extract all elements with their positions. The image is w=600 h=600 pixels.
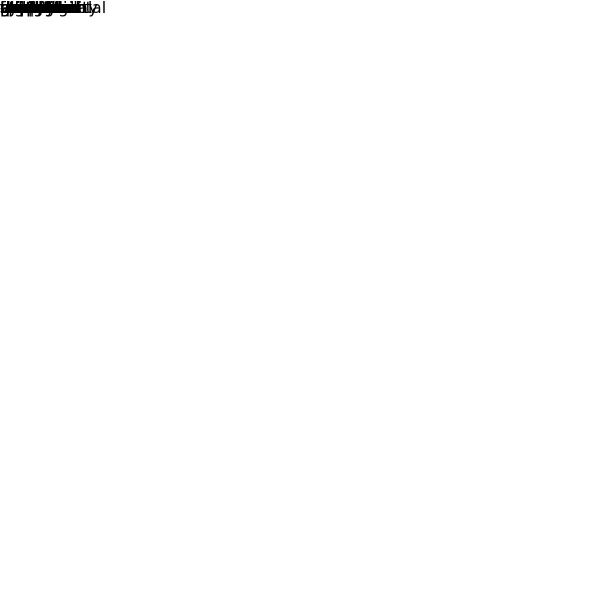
- word-system: system: [0, 0, 58, 17]
- word-conversion: conversion: [0, 0, 88, 17]
- word-mixture: mixture: [0, 0, 62, 17]
- word-proposed: proposed: [0, 0, 75, 17]
- word-reduction: reduction: [0, 0, 76, 17]
- word-esophageal: esophageal: [0, 0, 93, 17]
- word-deep: deep: [0, 0, 40, 17]
- word-gmm: gmm: [0, 0, 42, 17]
- word-dilated: dilated: [0, 0, 56, 17]
- word-tract: tract: [0, 0, 38, 17]
- word-intelligibility: intelligibility: [0, 0, 98, 17]
- word-excitation: excitation: [0, 0, 79, 17]
- word-been: been: [0, 0, 40, 17]
- word-model: model: [0, 0, 50, 17]
- word-gaussian: gaussian: [0, 0, 72, 17]
- word-experimental: experimental: [0, 0, 107, 17]
- word-converted: converted: [0, 0, 81, 17]
- word-used: used: [0, 0, 39, 17]
- word-then: then: [0, 0, 37, 17]
- word-voice: voice: [0, 0, 43, 17]
- word-evaluate: evaluate: [0, 0, 70, 17]
- word-using: using: [0, 0, 44, 17]
- word-algorithm: algorithm: [0, 0, 78, 17]
- word-paper: paper: [0, 0, 47, 17]
- word-phase: phase: [0, 0, 49, 17]
- word-vocal: vocal: [0, 0, 43, 17]
- word-vector: vector: [0, 0, 51, 17]
- word-neural: neural: [0, 0, 51, 17]
- word-network: network: [0, 0, 65, 17]
- word-mapping: reduce: [0, 0, 56, 17]
- word-dnn: dnn: [0, 0, 31, 17]
- word-also: also: [0, 0, 33, 17]
- word-study: study: [0, 0, 45, 17]
- word-nonlinear: nonlinear: [0, 0, 76, 17]
- word-evaluated: evaluated: [0, 0, 80, 17]
- word-se: se: [0, 0, 19, 17]
- word-objective: objective: [0, 0, 74, 17]
- word-frames: frames: [0, 0, 56, 17]
- word-source: source: [0, 0, 54, 17]
- word-dilation: dilation: [0, 0, 60, 17]
- word-measures: measures: [0, 0, 79, 17]
- word-speech: speech: [0, 0, 58, 17]
- word-them: them: [0, 0, 42, 17]
- word-time: time: [0, 0, 37, 17]
- word-reduce: based: [0, 0, 49, 17]
- word-quality: quality: [0, 0, 55, 17]
- word-noise: noise: [0, 0, 43, 17]
- word-method: method: [0, 0, 62, 17]
- word-this: this: [0, 0, 30, 17]
- word-order: order: [0, 0, 43, 17]
- word-selection: selection: [0, 0, 72, 17]
